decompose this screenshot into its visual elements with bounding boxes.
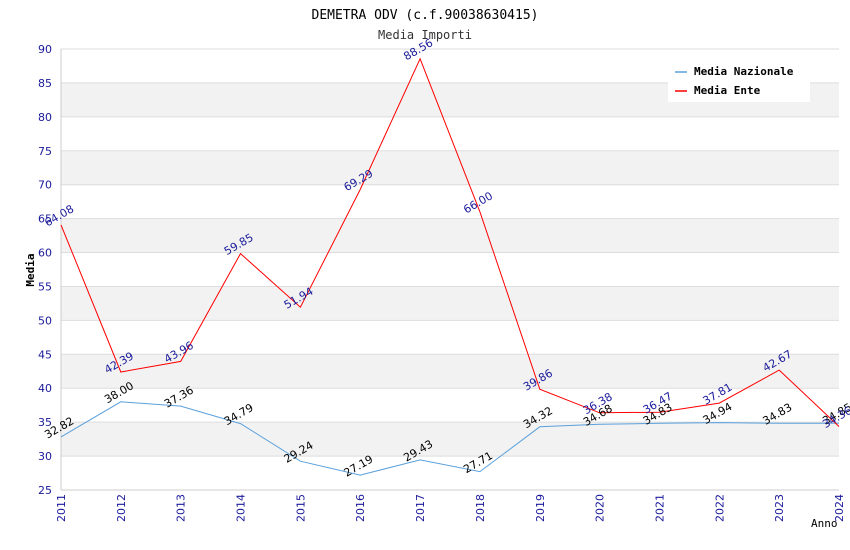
y-tick-label-30: 30 (38, 450, 52, 463)
data-label-media-ente-2018: 66.00 (461, 189, 495, 216)
x-tick-label-2015: 2015 (294, 494, 307, 522)
legend-label-media-ente: Media Ente (694, 84, 761, 97)
x-tick-label-2023: 2023 (773, 494, 786, 522)
chart-title: DEMETRA ODV (c.f.90038630415) (312, 8, 539, 23)
band-60 (61, 218, 839, 253)
band-30 (61, 422, 839, 457)
series-line-media-nazionale (60, 401, 840, 476)
y-tick-label-45: 45 (38, 348, 52, 361)
x-tick-label-2018: 2018 (474, 494, 487, 522)
x-tick-label-2016: 2016 (354, 494, 367, 522)
y-tick-label-70: 70 (38, 179, 52, 192)
y-axis-ticks: 25 30 35 40 45 50 55 60 65 70 75 80 85 90 (38, 43, 52, 497)
y-tick-label-80: 80 (38, 111, 52, 124)
band-70 (61, 150, 839, 185)
x-axis-ticks: 2011 2012 2013 2014 2015 2016 2017 2018 2019 2020… (55, 494, 846, 522)
x-tick-label-2017: 2017 (414, 494, 427, 522)
series-line-media-ente (60, 57, 840, 427)
y-tick-label-50: 50 (38, 314, 52, 327)
chart-subtitle: Media Importi (378, 28, 472, 42)
x-tick-label-2013: 2013 (175, 494, 188, 522)
x-tick-label-2014: 2014 (235, 494, 248, 522)
y-tick-label-60: 60 (38, 247, 52, 260)
y-axis-title: Media (24, 253, 37, 286)
band-40 (61, 354, 839, 389)
y-tick-label-40: 40 (38, 382, 52, 395)
y-tick-label-90: 90 (38, 43, 52, 56)
x-tick-label-2019: 2019 (534, 494, 547, 522)
y-tick-label-35: 35 (38, 416, 52, 429)
band-50 (61, 286, 839, 321)
legend: Media Nazionale Media Ente (668, 60, 810, 102)
x-tick-label-2012: 2012 (115, 494, 128, 522)
x-tick-label-2024: 2024 (833, 494, 846, 522)
series-lines (60, 57, 840, 476)
x-tick-label-2021: 2021 (653, 494, 666, 522)
legend-box (668, 60, 810, 102)
y-tick-label-75: 75 (38, 145, 52, 158)
x-axis-title: Anno (811, 517, 838, 530)
legend-label-media-nazionale: Media Nazionale (694, 65, 794, 78)
data-label-media-nazionale-2016: 27.19 (342, 453, 376, 480)
x-tick-label-2011: 2011 (55, 494, 68, 522)
x-tick-label-2022: 2022 (713, 494, 726, 522)
y-tick-label-25: 25 (38, 484, 52, 497)
y-tick-label-85: 85 (38, 77, 52, 90)
x-tick-label-2020: 2020 (594, 494, 607, 522)
y-tick-label-65: 65 (38, 213, 52, 226)
y-tick-label-55: 55 (38, 280, 52, 293)
